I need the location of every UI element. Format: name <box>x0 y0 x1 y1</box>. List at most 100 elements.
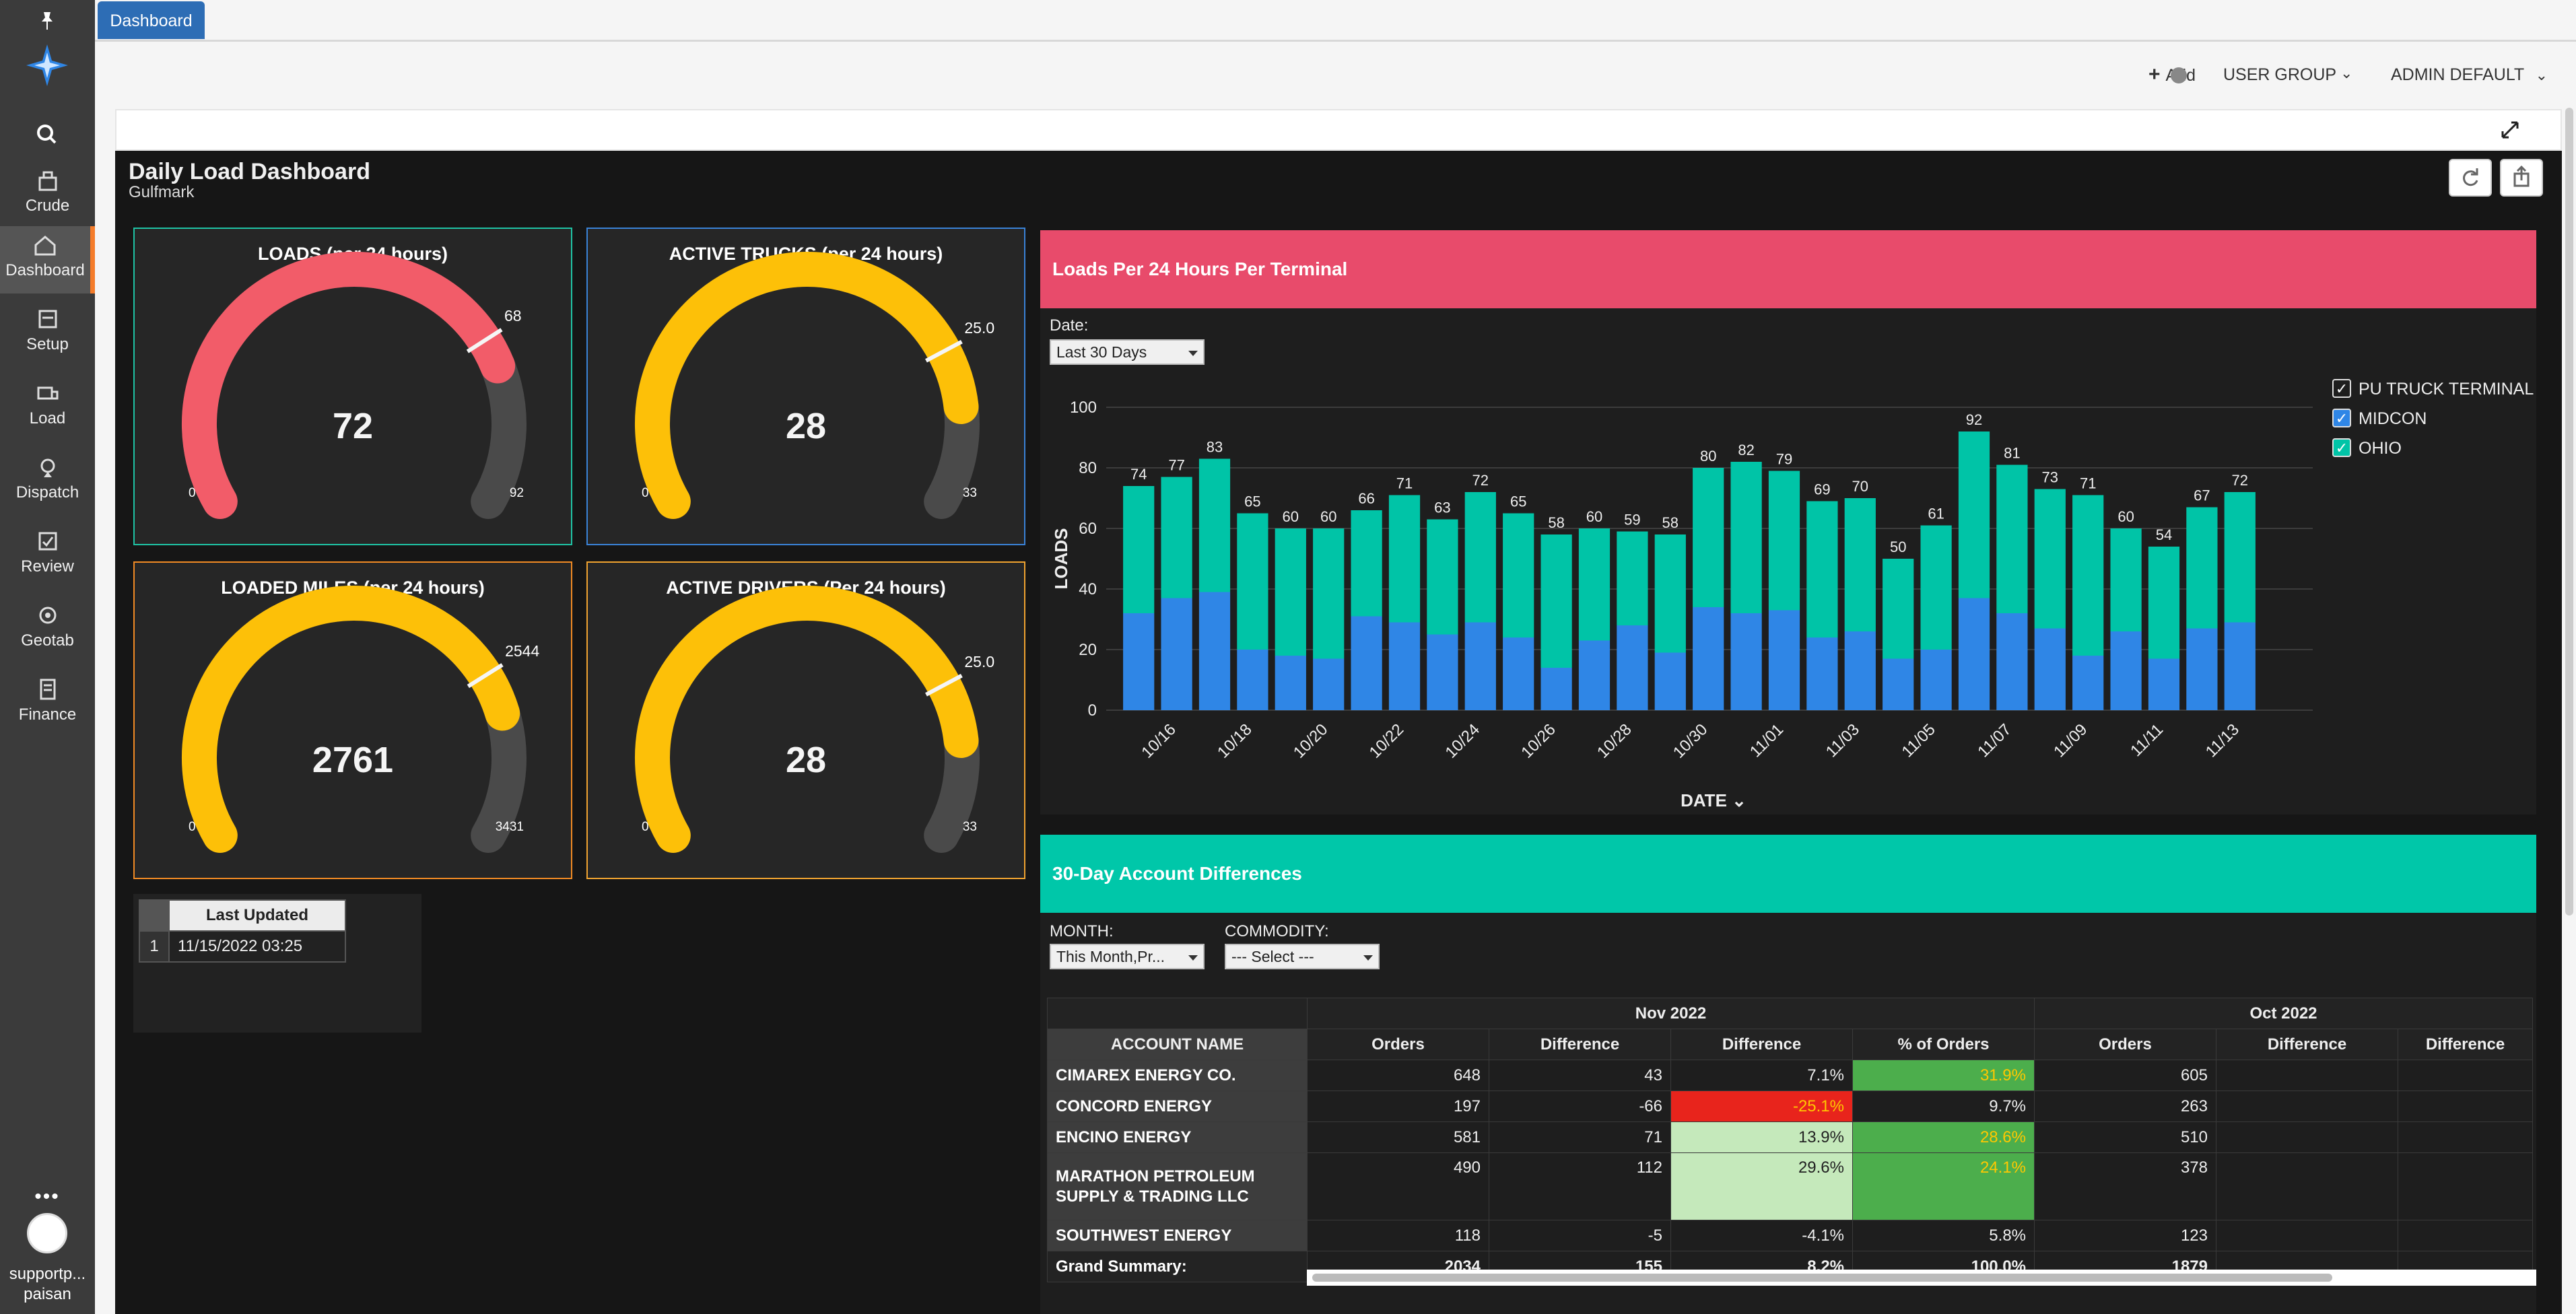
bar-ohio[interactable] <box>1958 431 1990 598</box>
bar-midcon[interactable] <box>1388 622 1421 711</box>
bar-ohio[interactable] <box>1883 559 1914 659</box>
date-filter-select[interactable]: Last 30 Days <box>1050 339 1205 365</box>
bar-ohio[interactable] <box>1578 528 1611 641</box>
bar-ohio[interactable] <box>1275 528 1306 656</box>
scrollbar-thumb[interactable] <box>1312 1274 2332 1282</box>
legend-checkbox[interactable] <box>2332 438 2351 457</box>
nav-item-review[interactable]: Review <box>0 522 95 590</box>
expand-icon[interactable] <box>2500 120 2520 140</box>
col-oct-difference[interactable]: Difference <box>2216 1029 2398 1060</box>
bar-ohio[interactable] <box>1693 468 1724 607</box>
bar-midcon[interactable] <box>1844 631 1876 710</box>
nav-item-load[interactable]: Load <box>0 374 95 442</box>
bar-midcon[interactable] <box>1313 658 1345 711</box>
refresh-button[interactable] <box>2449 159 2492 197</box>
bar-midcon[interactable] <box>1654 652 1686 711</box>
col-oct-difference-pct[interactable]: Difference <box>2398 1029 2533 1060</box>
legend-checkbox[interactable] <box>2332 409 2351 427</box>
bar-midcon[interactable] <box>1540 668 1572 710</box>
pin-icon[interactable] <box>36 9 59 32</box>
more-icon[interactable]: ••• <box>34 1185 60 1208</box>
bar-ohio[interactable] <box>1654 534 1686 653</box>
bar-midcon[interactable] <box>1275 656 1306 710</box>
bar-midcon[interactable] <box>1198 592 1231 711</box>
nav-item-geotab[interactable]: Geotab <box>0 596 95 664</box>
bar-midcon[interactable] <box>1958 598 1990 711</box>
bar-midcon[interactable] <box>2034 628 2066 711</box>
bar-midcon[interactable] <box>2072 656 2104 710</box>
table-horizontal-scrollbar[interactable] <box>1307 1270 2536 1286</box>
page-scrollbar[interactable] <box>2565 108 2573 915</box>
bar-midcon[interactable] <box>1920 650 1952 710</box>
bar-ohio[interactable] <box>2224 492 2256 623</box>
bar-ohio[interactable] <box>1617 531 1648 626</box>
bar-ohio[interactable] <box>1388 495 1421 623</box>
nav-item-finance[interactable]: Finance <box>0 670 95 738</box>
bar-midcon[interactable] <box>1123 613 1155 710</box>
bar-midcon[interactable] <box>1617 625 1648 710</box>
bar-midcon[interactable] <box>1578 640 1611 711</box>
app-logo-icon[interactable] <box>25 43 69 88</box>
bar-ohio[interactable] <box>1427 519 1458 635</box>
bar-ohio[interactable] <box>1844 498 1876 631</box>
nav-item-crude[interactable]: Crude <box>0 162 95 229</box>
bar-ohio[interactable] <box>1464 492 1496 623</box>
bar-midcon[interactable] <box>2224 622 2256 711</box>
bar-ohio[interactable] <box>1313 528 1345 659</box>
bar-ohio[interactable] <box>1198 458 1231 592</box>
bar-ohio[interactable] <box>1920 525 1952 650</box>
bar-ohio[interactable] <box>2110 528 2142 631</box>
commodity-filter-select[interactable]: --- Select --- <box>1225 944 1380 969</box>
user-group-dropdown[interactable]: USER GROUP ⌄ <box>2171 61 2352 88</box>
bar-ohio[interactable] <box>1996 464 2028 614</box>
bar-midcon[interactable] <box>1693 607 1724 710</box>
bar-ohio[interactable] <box>1768 471 1800 611</box>
bar-ohio[interactable] <box>2072 495 2104 656</box>
bar-midcon[interactable] <box>1464 622 1496 711</box>
user-name[interactable]: supportp... paisan <box>0 1264 95 1305</box>
col-difference[interactable]: Difference <box>1489 1029 1671 1060</box>
bar-ohio[interactable] <box>1540 534 1572 668</box>
search-icon[interactable] <box>30 121 64 148</box>
legend-checkbox[interactable] <box>2332 379 2351 398</box>
month-filter-select[interactable]: This Month,Pr... <box>1050 944 1205 969</box>
bar-midcon[interactable] <box>1427 634 1458 711</box>
avatar[interactable] <box>27 1213 67 1253</box>
bar-midcon[interactable] <box>1806 637 1838 710</box>
nav-item-dashboard[interactable]: Dashboard <box>0 226 95 293</box>
bar-midcon[interactable] <box>1768 610 1800 711</box>
col-pct-orders[interactable]: % of Orders <box>1852 1029 2035 1060</box>
bar-midcon[interactable] <box>1883 658 1914 711</box>
bar-midcon[interactable] <box>1237 650 1268 710</box>
bar-ohio[interactable] <box>1161 477 1192 598</box>
bar-midcon[interactable] <box>1996 613 2028 710</box>
bar-ohio[interactable] <box>1351 510 1382 617</box>
x-axis-label[interactable]: DATE ⌄ <box>1681 790 1747 810</box>
admin-default-dropdown[interactable]: ADMIN DEFAULT ⌄ <box>2391 61 2548 88</box>
col-account-name[interactable]: ACCOUNT NAME <box>1047 1029 1308 1060</box>
legend-label[interactable]: MIDCON <box>2359 409 2427 428</box>
tab-dashboard[interactable]: Dashboard <box>98 1 205 39</box>
bar-ohio[interactable] <box>1237 513 1268 650</box>
col-difference-pct[interactable]: Difference <box>1670 1029 1853 1060</box>
bar-midcon[interactable] <box>1730 613 1762 710</box>
bar-ohio[interactable] <box>1503 513 1534 638</box>
nav-item-dispatch[interactable]: Dispatch <box>0 448 95 516</box>
bar-ohio[interactable] <box>2186 507 2218 629</box>
col-orders[interactable]: Orders <box>1307 1029 1489 1060</box>
bar-midcon[interactable] <box>2110 631 2142 710</box>
bar-midcon[interactable] <box>2148 658 2180 711</box>
legend-label[interactable]: OHIO <box>2359 439 2402 458</box>
bar-midcon[interactable] <box>1503 637 1534 710</box>
bar-ohio[interactable] <box>2034 489 2066 629</box>
bar-ohio[interactable] <box>1123 486 1155 613</box>
bar-midcon[interactable] <box>2186 628 2218 711</box>
nav-item-setup[interactable]: Setup <box>0 300 95 368</box>
bar-ohio[interactable] <box>1730 462 1762 613</box>
bar-ohio[interactable] <box>2148 547 2180 659</box>
share-button[interactable] <box>2500 159 2543 197</box>
bar-midcon[interactable] <box>1351 616 1382 711</box>
bar-ohio[interactable] <box>1806 501 1838 638</box>
bar-midcon[interactable] <box>1161 598 1192 711</box>
col-oct-orders[interactable]: Orders <box>2034 1029 2216 1060</box>
